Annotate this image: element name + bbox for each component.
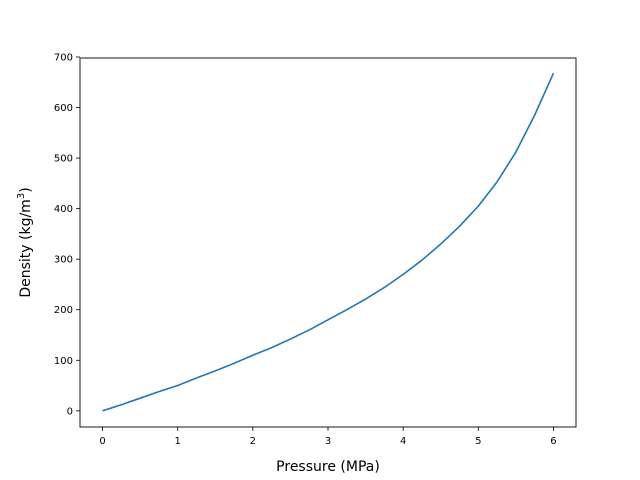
y-tick-label: 600 xyxy=(54,103,73,114)
y-axis-label-main: Density (kg/m xyxy=(18,199,34,298)
y-axis-ticks: 0 100 200 300 400 500 600 700 xyxy=(54,52,80,417)
y-tick-label: 500 xyxy=(54,154,73,165)
x-tick-label: 5 xyxy=(475,436,481,447)
x-tick-label: 3 xyxy=(325,436,331,447)
x-tick-label: 2 xyxy=(250,436,256,447)
plot-background xyxy=(80,58,576,427)
y-axis-label: Density (kg/m3) xyxy=(16,187,34,297)
y-tick-label: 100 xyxy=(54,356,73,367)
y-axis-label-superscript: 3 xyxy=(16,193,27,199)
x-tick-label: 6 xyxy=(550,436,556,447)
x-axis-ticks: 0 1 2 3 4 5 6 xyxy=(99,427,557,447)
series-line xyxy=(102,72,555,412)
y-tick-label: 400 xyxy=(54,204,73,215)
x-tick-label: 4 xyxy=(400,436,406,447)
x-axis-label: Pressure (MPa) xyxy=(276,459,380,475)
y-tick-label: 700 xyxy=(54,52,73,63)
y-tick-label: 300 xyxy=(54,255,73,266)
x-tick-label: 0 xyxy=(99,436,105,447)
y-axis-label-close: ) xyxy=(18,187,34,192)
y-tick-label: 200 xyxy=(54,305,73,316)
x-tick-label: 1 xyxy=(175,436,181,447)
y-tick-label: 0 xyxy=(67,406,73,417)
